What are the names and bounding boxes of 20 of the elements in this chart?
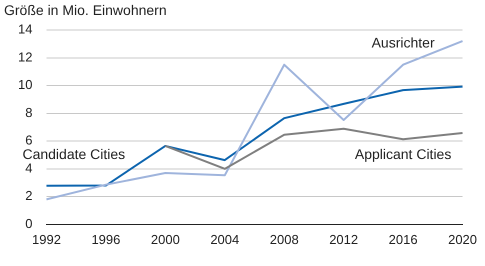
y-tick-label: 4 [25, 160, 32, 176]
y-tick-label: 14 [18, 22, 32, 37]
y-tick-label: 8 [25, 104, 32, 120]
y-tick-label: 6 [25, 132, 32, 148]
x-tick-label: 1996 [91, 232, 120, 247]
x-tick-label: 2004 [210, 232, 240, 247]
x-tick-label: 2016 [388, 232, 418, 247]
y-tick-label: 10 [18, 77, 32, 92]
series-label: Candidate Cities [22, 146, 126, 162]
chart-title: Größe in Mio. Einwohnern [4, 2, 167, 18]
x-tick-label: 1992 [32, 232, 61, 247]
y-tick-label: 2 [25, 188, 32, 204]
y-tick-label: 0 [25, 216, 32, 231]
x-tick-label: 2000 [150, 232, 180, 247]
series-label: Ausrichter [372, 34, 435, 51]
x-tick-label: 2020 [448, 232, 477, 247]
y-tick-label: 12 [18, 49, 32, 64]
x-tick-label: 2008 [270, 232, 299, 247]
x-tick-label: 2012 [329, 232, 358, 247]
series-label: Applicant Cities [354, 146, 452, 162]
